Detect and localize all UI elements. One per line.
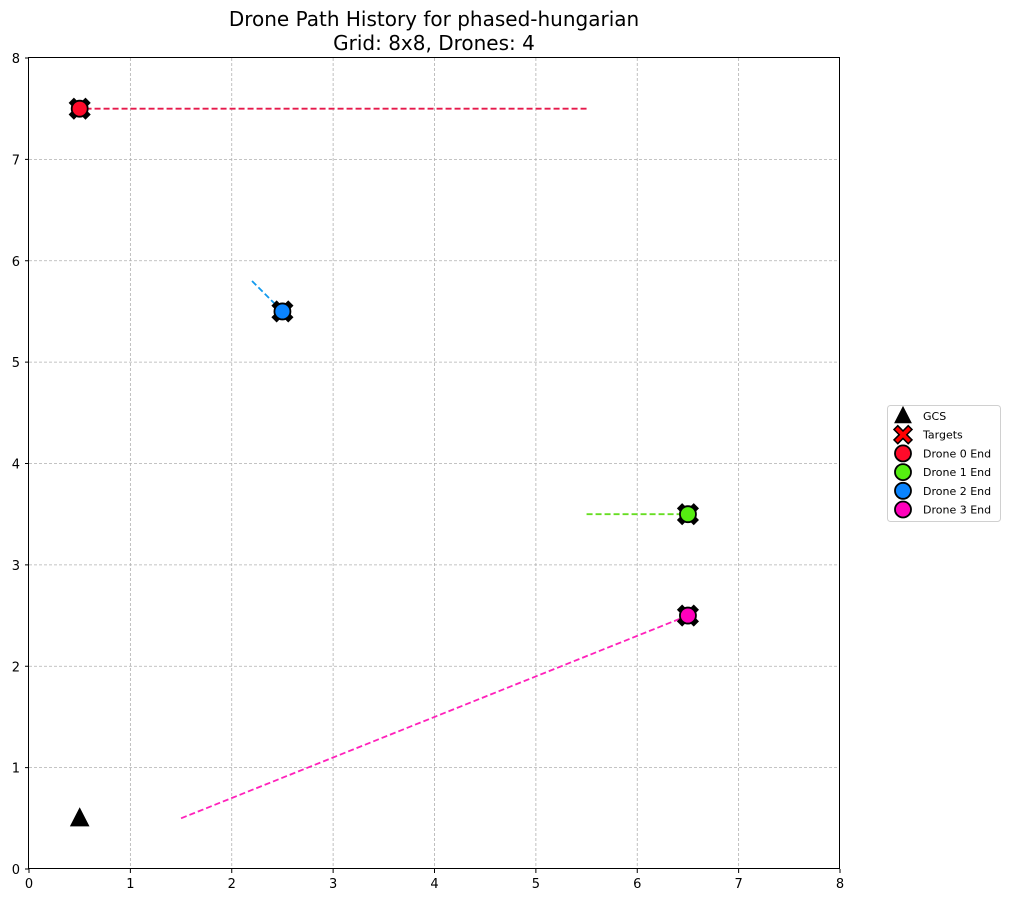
drone-3-end-marker bbox=[679, 606, 697, 625]
legend-gcs-swatch bbox=[894, 405, 912, 424]
x-tick-label: 6 bbox=[633, 877, 641, 892]
y-tick-label: 0 bbox=[12, 863, 20, 878]
y-tick-label: 1 bbox=[12, 762, 20, 777]
path-layer bbox=[79, 107, 689, 820]
plot-frame bbox=[28, 57, 840, 869]
y-tick-label: 8 bbox=[12, 52, 20, 67]
x-tick-label: 8 bbox=[836, 877, 844, 892]
legend-gcs-label: GCS bbox=[923, 410, 946, 423]
legend: GCS Targets Drone 0 End Drone 1 End Drone 2 … bbox=[887, 405, 1001, 522]
x-tick-label: 2 bbox=[228, 877, 236, 892]
drone-0-end-marker bbox=[70, 99, 89, 118]
y-tick-label: 4 bbox=[12, 458, 20, 473]
legend-drone-0-label: Drone 0 End bbox=[923, 447, 991, 460]
drone-3-path bbox=[180, 614, 689, 820]
chart-subtitle: Grid: 8x8, Drones: 4 bbox=[333, 31, 535, 55]
tick-layer: 0 1 2 3 4 5 6 7 8 0 1 2 3 4 5 6 7 8 bbox=[12, 52, 844, 892]
x-tick-label: 3 bbox=[329, 877, 337, 892]
y-tick-label: 6 bbox=[12, 255, 20, 270]
legend-drone-2-label: Drone 2 End bbox=[923, 485, 991, 498]
legend-box bbox=[887, 405, 1001, 522]
legend-drone-1-label: Drone 1 End bbox=[923, 466, 991, 479]
y-tick-label: 2 bbox=[12, 660, 20, 675]
x-tick-label: 4 bbox=[430, 877, 438, 892]
x-tick-label: 7 bbox=[734, 877, 742, 892]
legend-targets-label: Targets bbox=[922, 429, 963, 442]
y-tick-label: 3 bbox=[12, 559, 20, 574]
chart-title: Drone Path History for phased-hungarian bbox=[229, 7, 639, 31]
x-tick-label: 5 bbox=[532, 877, 540, 892]
drone-2-end-marker bbox=[273, 302, 292, 321]
drone-2-path bbox=[251, 280, 284, 313]
legend-targets-swatch bbox=[892, 424, 914, 445]
y-tick-label: 5 bbox=[12, 356, 20, 371]
legend-drone-3-label: Drone 3 End bbox=[923, 504, 991, 517]
drone-1-end-marker bbox=[679, 505, 697, 524]
marker-layer bbox=[68, 97, 699, 827]
legend-drone-1-swatch bbox=[894, 463, 912, 482]
grid-layer bbox=[29, 58, 840, 869]
legend-drone-3-swatch bbox=[894, 500, 912, 519]
legend-drone-0-swatch bbox=[894, 444, 912, 463]
x-tick-label: 1 bbox=[126, 877, 134, 892]
y-tick-label: 7 bbox=[12, 153, 20, 168]
gcs-marker bbox=[69, 807, 90, 827]
legend-drone-2-swatch bbox=[894, 481, 912, 500]
x-tick-label: 0 bbox=[25, 877, 33, 892]
